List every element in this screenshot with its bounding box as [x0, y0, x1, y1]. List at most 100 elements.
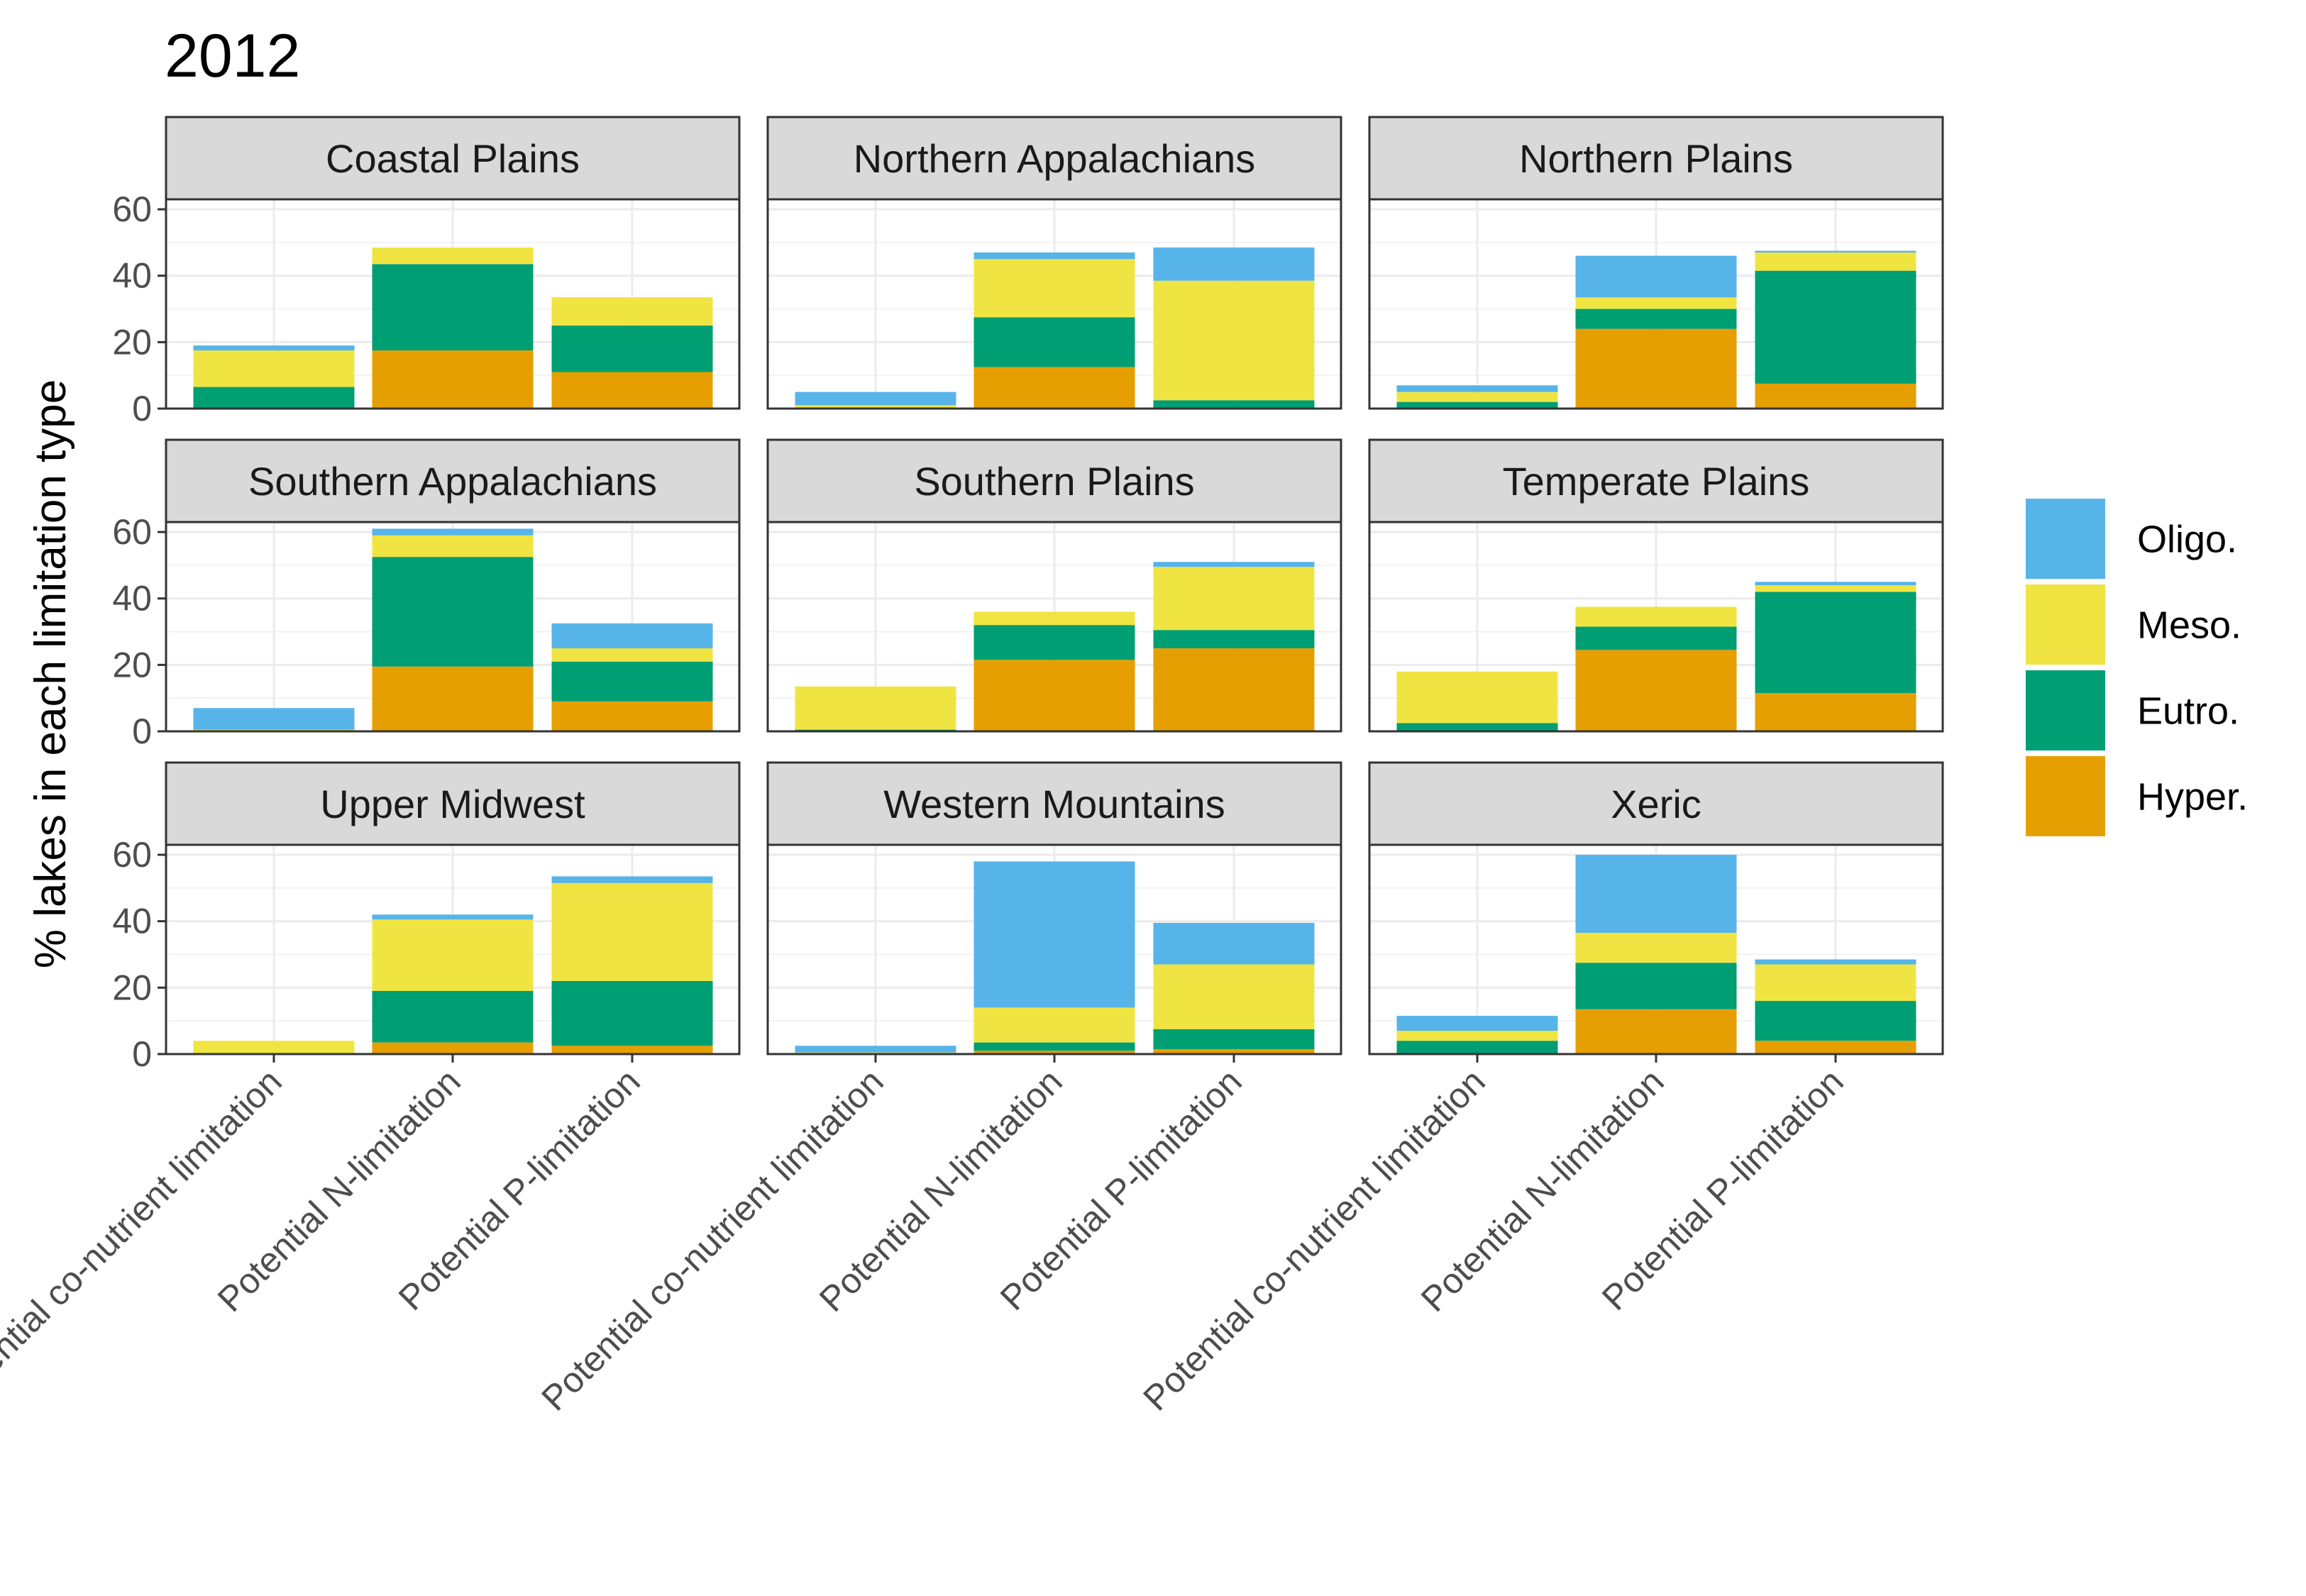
bar-upper-midwest-potential-p-limitation-hyper: [551, 1046, 713, 1054]
panel-southern-plains: Southern Plains: [766, 438, 1342, 733]
y-tick-label: 20: [112, 968, 152, 1007]
bar-upper-midwest-potential-n-limitation-hyper: [372, 1042, 534, 1054]
bar-northern-appalachians-potential-p-limitation-meso: [1153, 280, 1315, 401]
bar-temperate-plains-potential-p-limitation-oligo: [1755, 582, 1916, 585]
bar-western-mountains-potential-n-limitation-eutro: [973, 1042, 1135, 1051]
legend-key-meso: [2026, 584, 2105, 665]
panel-southern-appalachians: Southern Appalachians 0 20 40 60: [112, 438, 741, 751]
bar-coastal-plains-potential-co-nutrient-limitation-oligo: [193, 345, 355, 351]
bar-western-mountains-potential-p-limitation-meso: [1153, 964, 1315, 1029]
bar-northern-plains-potential-n-limitation-eutro: [1575, 309, 1737, 329]
bar-upper-midwest-potential-n-limitation-oligo: [372, 914, 534, 920]
bar-northern-appalachians-potential-n-limitation-eutro: [973, 317, 1135, 367]
strip-label-upper-midwest: Upper Midwest: [320, 782, 585, 826]
bar-xeric-potential-co-nutrient-limitation-oligo: [1396, 1016, 1558, 1031]
bar-temperate-plains-potential-p-limitation-hyper: [1755, 693, 1916, 731]
bar-coastal-plains-potential-p-limitation-meso: [551, 297, 713, 326]
legend-label-meso: Meso.: [2137, 604, 2241, 647]
bar-southern-plains-potential-co-nutrient-limitation-meso: [795, 686, 956, 730]
bar-western-mountains-potential-p-limitation-hyper: [1153, 1048, 1315, 1054]
strip-label-southern-plains: Southern Plains: [914, 459, 1194, 504]
legend-label-oligo: Oligo.: [2137, 519, 2237, 561]
legend-key-oligo: [2026, 499, 2105, 579]
bar-upper-midwest-potential-p-limitation-eutro: [551, 980, 713, 1046]
bar-southern-appalachians-potential-n-limitation-meso: [372, 535, 534, 558]
y-tick-label: 0: [132, 711, 152, 751]
bar-northern-plains-potential-co-nutrient-limitation-oligo: [1396, 385, 1558, 392]
y-tick-label: 0: [132, 389, 152, 428]
bar-temperate-plains-potential-n-limitation-eutro: [1575, 626, 1737, 650]
bar-northern-plains-potential-p-limitation-hyper: [1755, 383, 1916, 409]
bar-northern-appalachians-potential-co-nutrient-limitation-oligo: [795, 392, 956, 406]
bar-western-mountains-potential-n-limitation-meso: [973, 1007, 1135, 1043]
bar-northern-appalachians-potential-p-limitation-eutro: [1153, 400, 1315, 409]
bar-temperate-plains-potential-co-nutrient-limitation-eutro: [1396, 723, 1558, 731]
legend-key-eutro: [2026, 670, 2105, 750]
strip-northern-appalachians: [766, 116, 1342, 201]
bar-coastal-plains-potential-p-limitation-hyper: [551, 372, 713, 409]
bar-southern-plains-potential-n-limitation-hyper: [973, 660, 1135, 731]
y-tick-label: 20: [112, 645, 152, 685]
panel-border-coastal-plains: [165, 198, 741, 410]
bar-xeric-potential-n-limitation-oligo: [1575, 855, 1737, 933]
panel-xeric: Xeric: [1368, 761, 1944, 1063]
strip-label-northern-appalachians: Northern Appalachians: [854, 136, 1256, 181]
bar-southern-appalachians-potential-co-nutrient-limitation-oligo: [193, 708, 355, 730]
bar-northern-plains-potential-n-limitation-hyper: [1575, 328, 1737, 409]
bar-upper-midwest-potential-co-nutrient-limitation-meso: [193, 1041, 355, 1054]
strip-temperate-plains: [1368, 438, 1944, 523]
bar-northern-appalachians-potential-co-nutrient-limitation-meso: [795, 405, 956, 409]
strip-label-coastal-plains: Coastal Plains: [326, 136, 580, 181]
bar-southern-plains-potential-n-limitation-eutro: [973, 625, 1135, 660]
legend-label-hyper: Hyper.: [2137, 776, 2248, 819]
panel-temperate-plains: Temperate Plains: [1368, 438, 1944, 733]
panel-border-southern-appalachians: [165, 521, 741, 733]
strip-label-western-mountains: Western Mountains: [883, 782, 1225, 826]
y-tick-label: 40: [112, 256, 152, 296]
y-tick-label: 40: [112, 902, 152, 941]
bar-southern-plains-potential-p-limitation-eutro: [1153, 630, 1315, 648]
y-tick-label: 60: [112, 512, 152, 552]
strip-western-mountains: [766, 761, 1342, 846]
panel-border-northern-appalachians: [766, 198, 1342, 410]
strip-upper-midwest: [165, 761, 741, 846]
bar-temperate-plains-potential-n-limitation-hyper: [1575, 650, 1737, 731]
bar-coastal-plains-potential-n-limitation-eutro: [372, 264, 534, 351]
bar-coastal-plains-potential-n-limitation-meso: [372, 247, 534, 265]
bar-southern-plains-potential-p-limitation-oligo: [1153, 562, 1315, 567]
legend-label-eutro: Eutro.: [2137, 690, 2239, 733]
bar-western-mountains-potential-n-limitation-oligo: [973, 861, 1135, 1008]
strip-southern-plains: [766, 438, 1342, 523]
bar-southern-appalachians-potential-n-limitation-hyper: [372, 666, 534, 731]
bar-coastal-plains-potential-p-limitation-eutro: [551, 325, 713, 372]
panel-border-temperate-plains: [1368, 521, 1944, 733]
facet-panels: Coastal Plains 0 20 40 60 Northern Appalachia…: [112, 116, 1944, 1074]
bar-coastal-plains-potential-co-nutrient-limitation-meso: [193, 350, 355, 387]
bar-xeric-potential-n-limitation-meso: [1575, 933, 1737, 963]
bar-western-mountains-potential-n-limitation-hyper: [973, 1051, 1135, 1054]
bar-southern-plains-potential-p-limitation-meso: [1153, 567, 1315, 631]
bar-xeric-potential-p-limitation-hyper: [1755, 1041, 1916, 1054]
panel-western-mountains: Western Mountains: [766, 761, 1342, 1063]
strip-coastal-plains: [165, 116, 741, 201]
bar-coastal-plains-potential-co-nutrient-limitation-eutro: [193, 387, 355, 409]
bar-southern-appalachians-potential-p-limitation-meso: [551, 648, 713, 662]
bar-northern-appalachians-potential-n-limitation-meso: [973, 259, 1135, 318]
bar-western-mountains-potential-p-limitation-eutro: [1153, 1029, 1315, 1049]
panel-border-northern-plains: [1368, 198, 1944, 410]
panel-border-southern-plains: [766, 521, 1342, 733]
bar-xeric-potential-co-nutrient-limitation-eutro: [1396, 1041, 1558, 1054]
strip-label-xeric: Xeric: [1611, 782, 1701, 826]
bar-southern-appalachians-potential-n-limitation-oligo: [372, 528, 534, 536]
strip-xeric: [1368, 761, 1944, 846]
legend-key-hyper: [2026, 756, 2105, 836]
x-tick-label-potential-co-nutrient-limitation: Potential co-nutrient limitation: [0, 1061, 289, 1418]
panel-northern-appalachians: Northern Appalachians: [766, 116, 1342, 410]
y-tick-label: 20: [112, 322, 152, 362]
bar-upper-midwest-potential-n-limitation-eutro: [372, 991, 534, 1043]
bar-northern-plains-potential-n-limitation-oligo: [1575, 255, 1737, 298]
bar-upper-midwest-potential-p-limitation-oligo: [551, 876, 713, 883]
bar-northern-appalachians-potential-p-limitation-oligo: [1153, 247, 1315, 281]
chart-title: 2012: [165, 22, 300, 90]
